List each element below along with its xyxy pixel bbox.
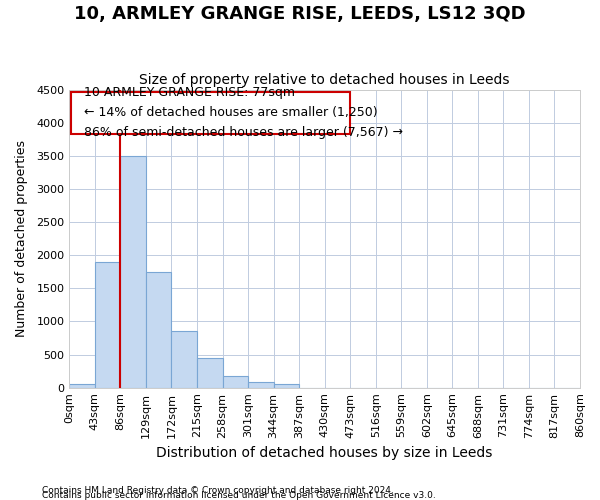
Y-axis label: Number of detached properties: Number of detached properties	[15, 140, 28, 337]
Bar	[70, 384, 95, 388]
Title: Size of property relative to detached houses in Leeds: Size of property relative to detached ho…	[139, 73, 510, 87]
Bar	[197, 358, 223, 388]
Text: Contains public sector information licensed under the Open Government Licence v3: Contains public sector information licen…	[42, 491, 436, 500]
X-axis label: Distribution of detached houses by size in Leeds: Distribution of detached houses by size …	[157, 446, 493, 460]
Bar	[146, 272, 172, 388]
Bar	[248, 382, 274, 388]
Bar	[223, 376, 248, 388]
Bar	[121, 156, 146, 388]
Bar	[95, 262, 121, 388]
Text: 10 ARMLEY GRANGE RISE: 77sqm
  ← 14% of detached houses are smaller (1,250)
  86: 10 ARMLEY GRANGE RISE: 77sqm ← 14% of de…	[76, 86, 403, 139]
Bar	[172, 332, 197, 388]
Text: Contains HM Land Registry data © Crown copyright and database right 2024.: Contains HM Land Registry data © Crown c…	[42, 486, 394, 495]
Text: 10, ARMLEY GRANGE RISE, LEEDS, LS12 3QD: 10, ARMLEY GRANGE RISE, LEEDS, LS12 3QD	[74, 5, 526, 23]
FancyBboxPatch shape	[71, 92, 350, 134]
Bar	[274, 384, 299, 388]
